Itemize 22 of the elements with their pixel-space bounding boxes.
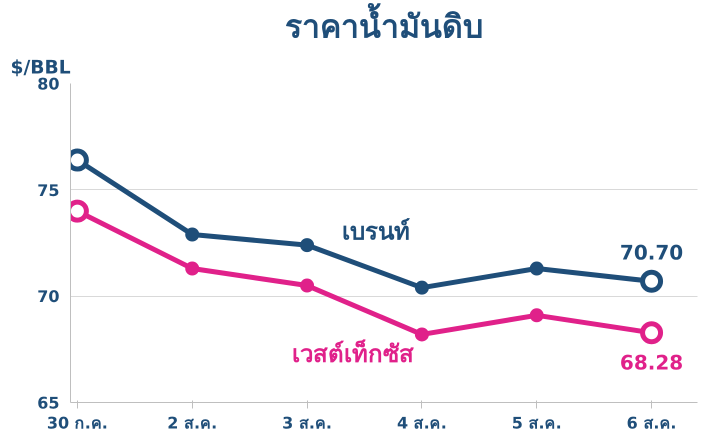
point (414, 280, 429, 295)
point (300, 238, 314, 252)
point (185, 262, 200, 276)
series-label: เบรนท์ (342, 218, 410, 246)
point (300, 278, 314, 293)
x-tick-label: 2 ส.ค. (167, 414, 218, 432)
series-label: เวสต์เท็กซัส (292, 338, 414, 368)
x-tick-label: 4 ส.ค. (396, 414, 447, 432)
point (414, 327, 429, 342)
y-tick-label: 65 (37, 394, 60, 412)
y-tick-label: 75 (37, 180, 60, 200)
data-label: 70.70 (620, 240, 684, 264)
x-tick-label: 30 ก.ค. (46, 414, 108, 432)
point (530, 308, 544, 322)
x-tick-label: 5 ส.ค. (512, 414, 562, 432)
x-tick-label: 3 ส.ค. (282, 414, 332, 432)
data-label: 68.28 (620, 350, 684, 375)
point (185, 228, 200, 242)
x-tick-label: 6 ส.ค. (626, 414, 676, 432)
chart-title: ราคาน้ำมันดิบ (285, 2, 483, 46)
y-tick-label: 70 (37, 287, 60, 306)
point (530, 262, 544, 276)
